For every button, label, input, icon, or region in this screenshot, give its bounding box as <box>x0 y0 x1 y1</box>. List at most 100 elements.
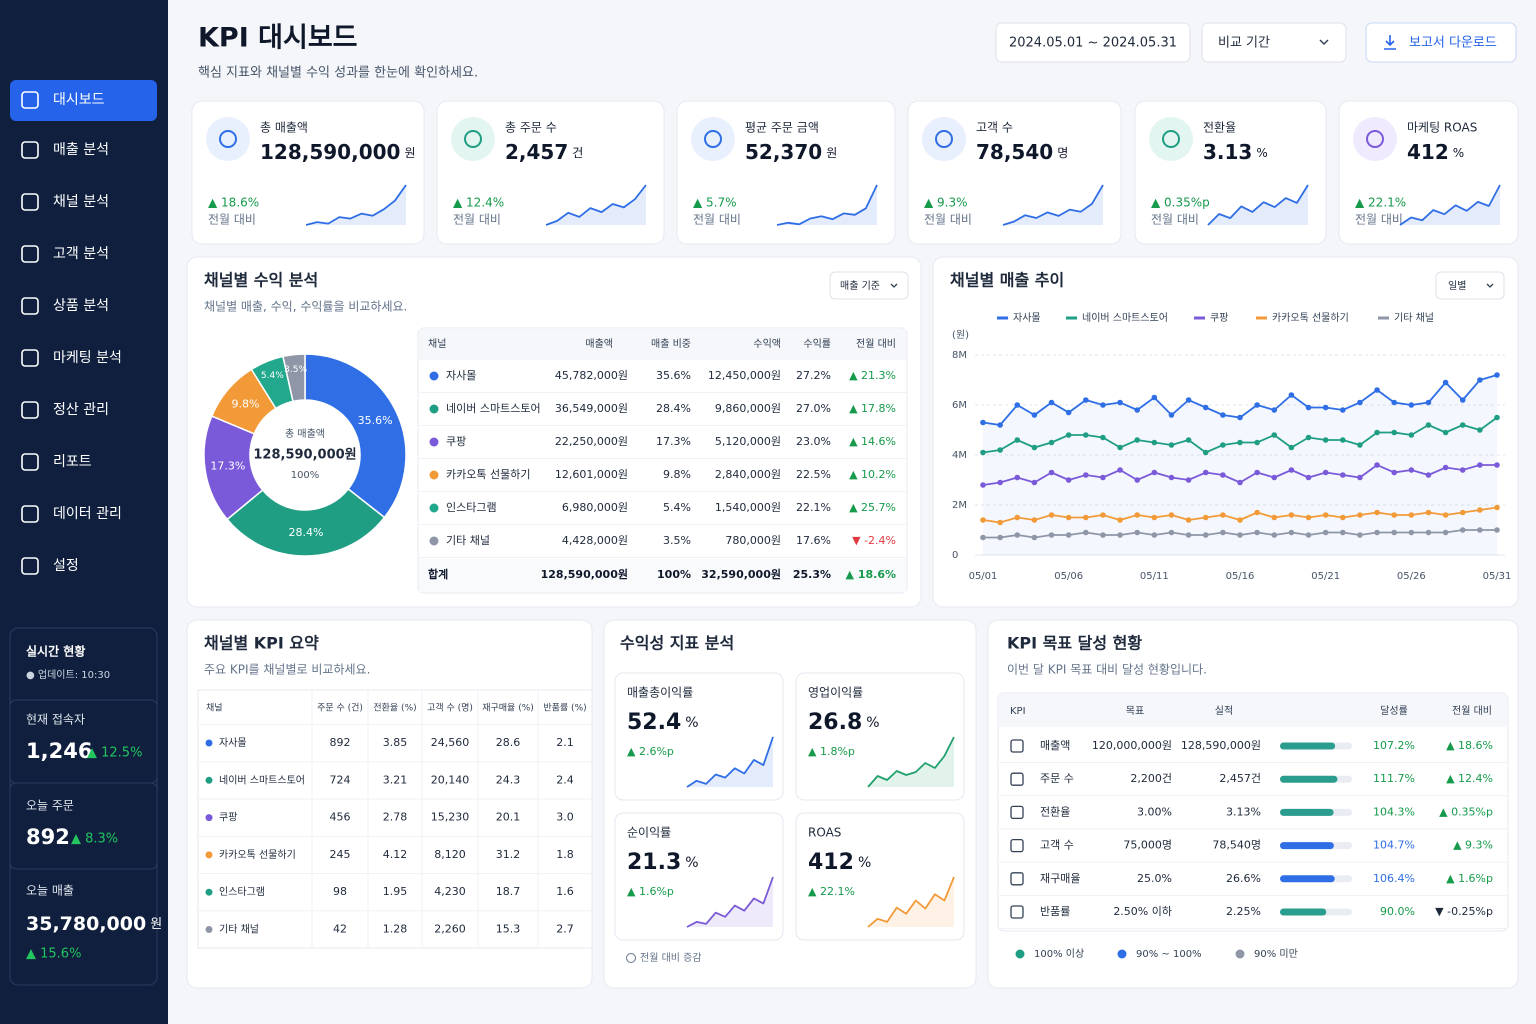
line-point <box>1185 437 1192 443</box>
x-tick-label: 05/06 <box>1054 571 1083 582</box>
line-point <box>1288 467 1295 473</box>
kpi-name: 재구매율 <box>1040 872 1080 885</box>
menu-item[interactable]: 대시보드 <box>53 92 105 108</box>
line-point <box>1151 394 1158 401</box>
channel-dot <box>429 437 439 447</box>
basis-select[interactable] <box>829 271 909 300</box>
rate-label: 106.4% <box>1373 872 1415 885</box>
line-point <box>1100 402 1106 408</box>
cell: 724 <box>330 773 351 786</box>
menu-item[interactable]: 마케팅 분석 <box>53 350 122 366</box>
kpi-change: ▲ 22.1% <box>1355 196 1406 210</box>
page-subtitle: 핵심 지표와 채널별 수익 성과를 한눈에 확인하세요. <box>198 66 478 81</box>
compare-label[interactable]: 비교 기간 <box>1218 36 1270 51</box>
menu-active-bg[interactable] <box>10 80 157 121</box>
cell: 인스타그램 <box>446 501 497 514</box>
basis-label[interactable]: 매출 기준 <box>840 280 880 292</box>
metric-change: ▲ 2.6%p <box>627 745 674 758</box>
period-select[interactable] <box>1435 271 1505 300</box>
cell: 3.5% <box>663 534 691 547</box>
cell: 4,230 <box>434 885 466 898</box>
unit: % <box>858 855 871 871</box>
unit: 원 <box>826 146 837 160</box>
line-point <box>1459 509 1466 516</box>
date-range-picker[interactable] <box>995 22 1191 63</box>
line-point <box>1117 467 1123 473</box>
channel-dot <box>205 851 213 859</box>
cell: 42 <box>333 923 347 936</box>
line-point <box>1100 512 1106 518</box>
line-point <box>1408 512 1415 518</box>
menu-item[interactable]: 매출 분석 <box>53 142 109 158</box>
legend-label: 쿠팡 <box>1210 312 1228 324</box>
table <box>197 689 593 949</box>
value: 78,540 <box>976 140 1053 164</box>
donut-slice <box>226 487 386 557</box>
line-point <box>1494 462 1500 468</box>
menu-item[interactable]: 채널 분석 <box>53 194 109 210</box>
menu-item[interactable]: 고객 분석 <box>53 246 109 262</box>
menu-item[interactable]: 리포트 <box>53 454 92 470</box>
kpi-change: ▲ 5.7% <box>693 196 737 210</box>
realtime-title: 실시간 현황 <box>26 644 85 659</box>
line-point <box>1357 532 1363 538</box>
line-point <box>1254 439 1260 446</box>
legend-dot <box>1235 949 1245 959</box>
menu-icon <box>21 91 39 109</box>
cell: ▲ 1.6%p <box>1446 872 1493 885</box>
note: 전월 대비 증감 <box>640 952 702 964</box>
line-point <box>1220 512 1226 518</box>
line-point <box>1065 532 1072 538</box>
column-header: 수익액 <box>753 338 781 350</box>
cell: 22,250,000원 <box>555 435 628 448</box>
menu-item[interactable]: 데이터 관리 <box>53 506 122 522</box>
line-point <box>1048 439 1055 446</box>
line-point <box>1494 414 1500 421</box>
line-point <box>1271 407 1278 413</box>
line-point <box>1134 437 1140 443</box>
download-label[interactable]: 보고서 다운로드 <box>1409 36 1497 51</box>
line-point <box>1494 527 1500 533</box>
cell: 2,457건 <box>1219 772 1261 785</box>
value: 35,780,000 <box>26 913 146 935</box>
cell: 26.6% <box>1226 872 1261 885</box>
line-point <box>1117 532 1123 538</box>
metric-change: ▲ 1.6%p <box>627 885 674 898</box>
period-label[interactable]: 일별 <box>1448 280 1466 292</box>
y-tick-label: 2M <box>952 500 967 511</box>
chevron <box>1486 283 1494 288</box>
line-point <box>1305 514 1312 521</box>
line-point <box>980 419 986 426</box>
compare-select[interactable] <box>1201 22 1347 63</box>
line-point <box>1374 462 1380 468</box>
menu-item[interactable]: 정산 관리 <box>53 402 109 418</box>
stat-label: 오늘 주문 <box>26 799 74 813</box>
menu-item[interactable]: 상품 분석 <box>53 298 109 314</box>
cell: 24,560 <box>431 736 470 749</box>
metric-card <box>614 672 784 801</box>
cell: ▲ 10.2% <box>849 468 896 481</box>
line-point <box>1408 402 1415 408</box>
kpi-change: ▲ 9.3% <box>924 196 968 210</box>
column-header: 매출액 <box>585 338 613 350</box>
value: 412 <box>808 850 854 875</box>
date-range[interactable]: 2024.05.01 ~ 2024.05.31 <box>1009 36 1177 51</box>
rate-label: 111.7% <box>1373 772 1415 785</box>
stat-label: 오늘 매출 <box>26 884 74 898</box>
unit: % <box>1453 146 1464 160</box>
line-point <box>1151 532 1158 538</box>
line-point <box>1391 512 1397 518</box>
line-point <box>1100 434 1106 441</box>
unit: % <box>685 855 698 871</box>
sparkline <box>1207 184 1309 226</box>
line-point <box>1340 437 1346 443</box>
download-button[interactable] <box>1365 22 1517 63</box>
menu-item[interactable]: 설정 <box>53 558 79 574</box>
line-point <box>1357 474 1363 481</box>
cell: 20,140 <box>431 773 470 786</box>
metric-label: 매출총이익률 <box>627 686 693 700</box>
kpi-name: 매출액 <box>1040 739 1070 752</box>
cell: 쿠팡 <box>446 435 466 448</box>
kpi-name: 주문 수 <box>1040 772 1074 785</box>
kpi-label: 총 매출액 <box>260 121 308 135</box>
